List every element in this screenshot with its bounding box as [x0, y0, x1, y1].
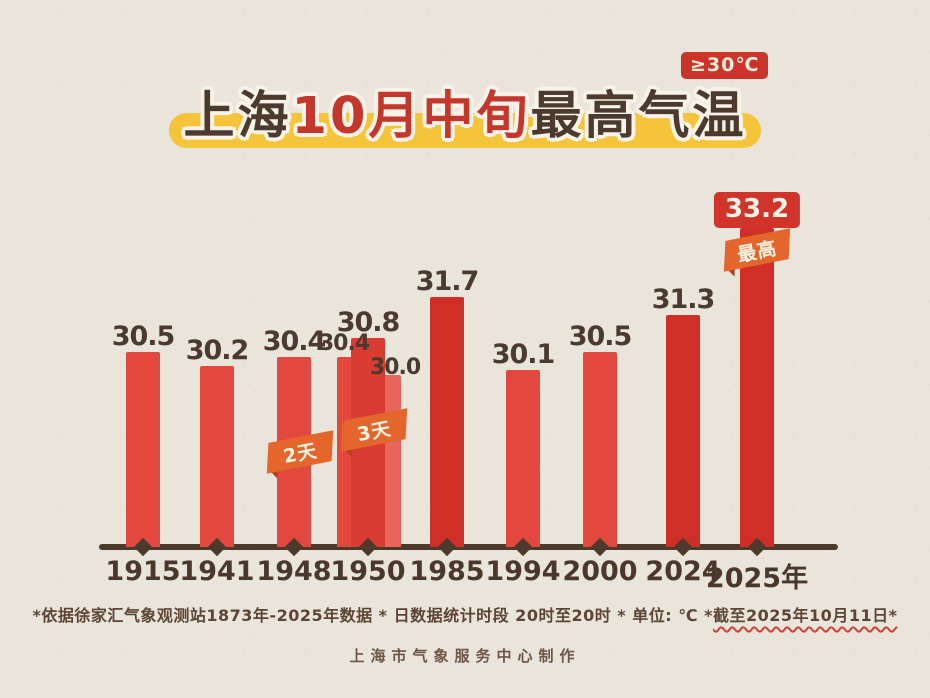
- bar-value-label-2024: 31.3: [651, 284, 716, 316]
- title-part-city: 上海: [183, 87, 292, 146]
- year-label-1915: 1915: [105, 556, 181, 587]
- bar-2025年: [740, 227, 774, 547]
- bar-value-label-1994: 30.1: [491, 339, 556, 371]
- year-label-1985: 1985: [409, 556, 485, 587]
- title-part-metric: 最高气温: [530, 87, 747, 146]
- bar-value-label-1950: 30.8: [336, 307, 401, 339]
- bar-1915: [126, 352, 160, 547]
- bar-value-label-1985: 31.7: [415, 265, 480, 297]
- x-axis-line: [99, 544, 838, 550]
- year-label-2024: 2024: [645, 556, 721, 587]
- footnote-underlined: 截至2025年10月11日*: [713, 606, 898, 625]
- page-title: 上海10月中旬最高气温: [0, 74, 930, 148]
- bar-value-label-1915: 30.5: [111, 321, 176, 352]
- footnote-main: *依据徐家汇气象观测站1873年-2025年数据 * 日数据统计时段 20时至2…: [32, 606, 714, 625]
- sub-bar-value-label: 30.0: [369, 355, 421, 380]
- threshold-badge: ≥30℃: [681, 52, 769, 79]
- flag-face: 最高: [723, 228, 791, 272]
- bar-value-label-1948: 30.4: [262, 325, 327, 357]
- title-part-period: 10月中旬: [291, 87, 531, 146]
- bar-value-label-1941: 30.2: [185, 334, 250, 366]
- year-label-2025年: 2025年: [705, 563, 809, 594]
- title-block: 上海10月中旬最高气温: [0, 74, 930, 148]
- year-label-1948: 1948: [256, 556, 332, 587]
- year-label-1994: 1994: [485, 556, 561, 587]
- bar-1994: [506, 370, 540, 547]
- year-label-1941: 1941: [179, 556, 255, 587]
- flag-badge-2025年: 最高: [722, 228, 793, 277]
- flag-badge-1948: 2天: [265, 430, 336, 479]
- flag-label: 3天: [355, 417, 394, 446]
- bar-1941: [200, 365, 234, 547]
- year-label-1950: 1950: [330, 556, 406, 587]
- sub-bar-value-label: 30.4: [318, 330, 370, 356]
- footnote: *依据徐家汇气象观测站1873年-2025年数据 * 日数据统计时段 20时至2…: [0, 602, 930, 626]
- credit-line: 上海市气象服务中心制作: [349, 647, 581, 665]
- bar-value-label-2025年: 33.2: [713, 191, 801, 228]
- year-label-2000: 2000: [562, 556, 638, 587]
- bar-value-label-2000: 30.5: [568, 321, 633, 352]
- bar-2000: [583, 352, 617, 547]
- flag-label: 2天: [281, 439, 320, 468]
- title-highlight-bar: [169, 113, 761, 148]
- bar-1985: [430, 296, 464, 547]
- bar-2024: [666, 315, 700, 547]
- flag-label: 最高: [735, 236, 780, 267]
